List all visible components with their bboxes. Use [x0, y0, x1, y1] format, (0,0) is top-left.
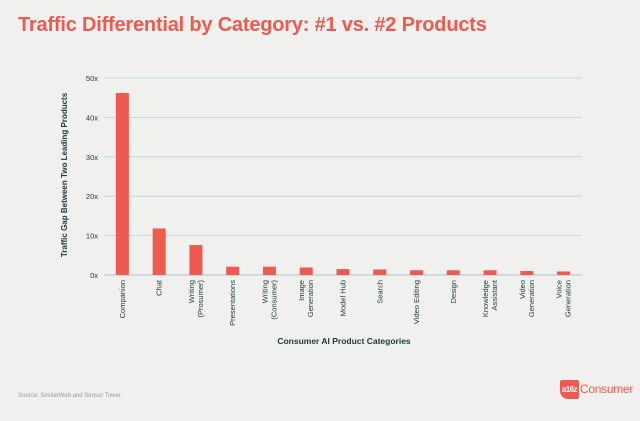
x-tick-label-line: Search — [375, 280, 384, 304]
x-tick-label: Search — [375, 280, 384, 304]
bar — [115, 92, 129, 275]
bar — [410, 270, 424, 275]
y-tick-labels: 0x 10x 20x 30x 40x 50x — [86, 74, 98, 280]
bar — [299, 267, 313, 275]
x-tick-label-line: Generation — [527, 280, 536, 317]
bar — [152, 228, 166, 275]
x-tick-label: Video Generation — [518, 280, 536, 317]
y-tick-label: 20x — [86, 192, 98, 201]
y-axis-label: Traffic Gap Between Two Leading Products — [60, 92, 69, 257]
bars — [115, 92, 571, 275]
y-tick-label: 50x — [86, 74, 98, 83]
x-tick-label-line: Writing — [260, 280, 269, 303]
x-tick-label: Companion — [118, 280, 127, 318]
y-tick-label: 0x — [90, 271, 98, 280]
x-tick-label-line: Design — [449, 280, 458, 303]
x-tick-label: Writing (Consumer) — [260, 280, 278, 320]
x-tick-label: Chat — [155, 279, 164, 296]
x-tick-label: Knowledge Assistant — [481, 279, 499, 317]
x-tick-label-line: Video — [518, 280, 527, 299]
chart-title: Traffic Differential by Category: #1 vs.… — [18, 14, 487, 36]
bar — [483, 270, 497, 275]
x-tick-label-line: Image — [297, 280, 306, 301]
x-tick-label-line: Generation — [564, 280, 573, 317]
bar — [373, 269, 387, 275]
bar — [226, 266, 240, 275]
x-tick-label: Voice Generation — [555, 280, 573, 317]
x-tick-label-line: Chat — [155, 279, 164, 296]
x-tick-label-line: Model Hub — [339, 280, 348, 316]
x-tick-label-line: Knowledge — [481, 280, 490, 317]
source-note: Source: SimilarWeb and Sensor Tower — [18, 393, 121, 399]
x-tick-label-line: Voice — [555, 280, 564, 298]
bar — [189, 245, 203, 275]
x-tick-label: Design — [449, 280, 458, 303]
bar — [336, 269, 350, 275]
bar — [262, 266, 276, 275]
bar — [557, 271, 571, 275]
y-tick-label: 10x — [86, 232, 98, 241]
gridlines — [104, 77, 582, 276]
a16z-logo-icon: a16z — [560, 379, 579, 399]
logo-text: Consumer — [580, 382, 633, 396]
x-tick-label: Image Generation — [297, 280, 315, 317]
x-tick-label-line: Companion — [118, 280, 127, 318]
x-tick-label: Model Hub — [339, 280, 348, 316]
bar — [520, 271, 534, 275]
x-axis-label: Consumer AI Product Categories — [277, 336, 411, 346]
x-tick-label-line: Video Editing — [412, 280, 421, 324]
y-tick-label: 40x — [86, 113, 98, 122]
x-tick-label: Writing (Prosumer) — [187, 280, 205, 318]
bar — [446, 270, 460, 275]
x-tick-label-line: Generation — [306, 280, 315, 317]
x-tick-label-line: Presentations — [228, 280, 237, 326]
x-tick-label-line: (Consumer) — [269, 280, 278, 320]
x-tick-label-line: Writing — [187, 280, 196, 303]
x-tick-label: Video Editing — [412, 280, 421, 324]
x-tick-label-line: (Prosumer) — [196, 280, 205, 318]
x-tick-labels: Companion Chat Writing (Prosumer) Presentati… — [118, 279, 573, 326]
a16z-consumer-logo: a16z Consumer — [560, 379, 633, 399]
y-tick-label: 30x — [86, 153, 98, 162]
x-tick-label: Presentations — [228, 280, 237, 326]
x-tick-label-line: Assistant — [490, 279, 499, 310]
